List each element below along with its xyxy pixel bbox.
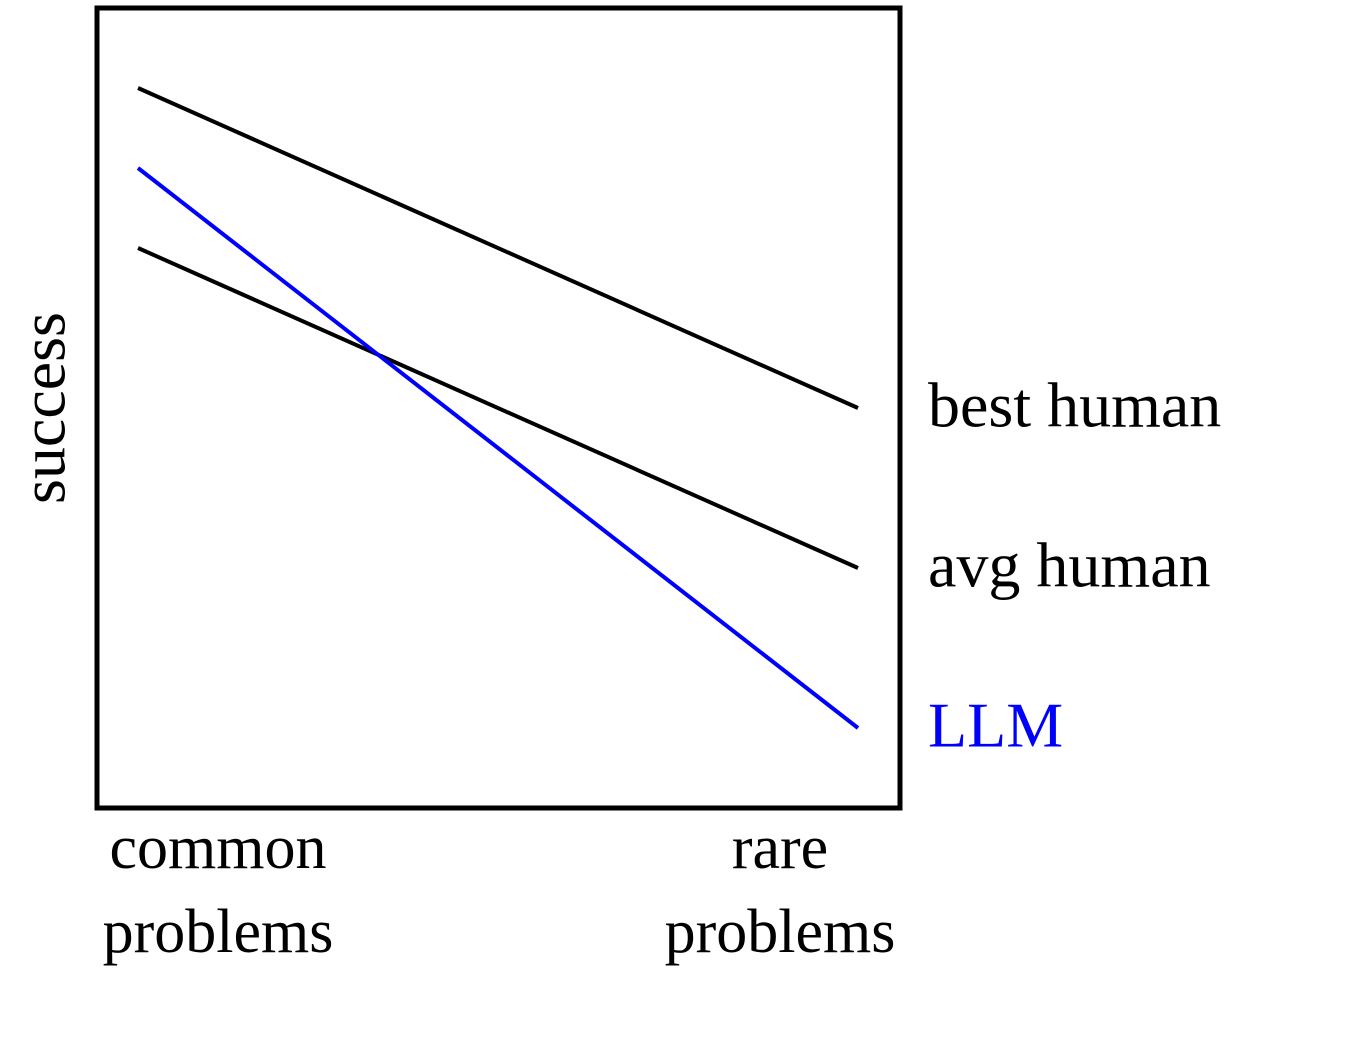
- y-axis-label: success: [8, 312, 79, 504]
- series-label: LLM: [928, 690, 1063, 761]
- series-line: [137, 86, 859, 410]
- plot-frame: [94, 5, 903, 811]
- x-tick-label: rare problems: [664, 814, 896, 966]
- series-line: [137, 246, 859, 570]
- series-label: avg human: [928, 530, 1211, 601]
- series-label: best human: [928, 370, 1221, 441]
- series-line: [136, 166, 860, 730]
- x-tick-label: common problems: [102, 814, 334, 966]
